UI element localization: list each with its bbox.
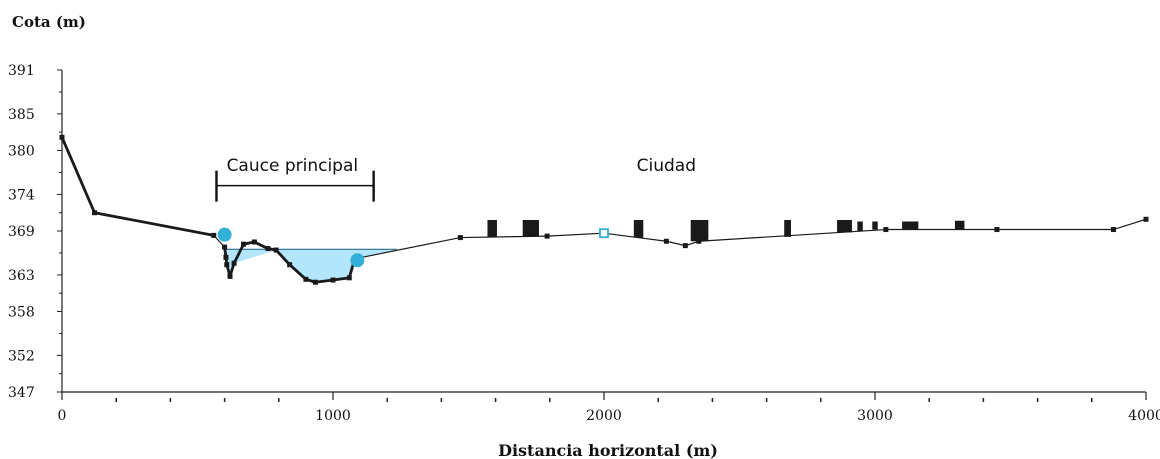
building (522, 220, 539, 237)
building (837, 220, 852, 233)
bank-marker (350, 253, 365, 268)
building (487, 220, 497, 237)
profile-segment (1112, 218, 1147, 231)
building (954, 220, 965, 230)
x-tick-label: 4000 (1128, 408, 1160, 424)
profile-point (330, 277, 336, 283)
y-tick-label: 363 (8, 268, 35, 284)
profile-point (544, 233, 550, 239)
profile-point (92, 210, 98, 216)
profile-point (211, 232, 217, 238)
profile-point (1110, 227, 1116, 233)
y-tick-label: 374 (8, 187, 35, 203)
profile-segment (698, 228, 887, 242)
station-marker (599, 228, 609, 239)
building (633, 220, 644, 238)
profile-point (223, 254, 229, 260)
x-tick-label: 1000 (315, 408, 351, 424)
building (857, 221, 863, 231)
profile-point (457, 235, 463, 241)
profile-point (251, 239, 257, 245)
y-tick-label: 380 (8, 144, 35, 160)
profile-segment (331, 276, 351, 282)
markers-layer (217, 227, 609, 268)
profile-segment (313, 278, 335, 284)
profile-point (222, 244, 228, 250)
x-tick-label: 2000 (586, 408, 622, 424)
y-tick-label: 352 (8, 348, 35, 364)
water-layer (224, 248, 397, 283)
profile-point (287, 262, 293, 268)
y-axis-title: Cota (m) (12, 13, 86, 31)
profile-point (303, 276, 309, 282)
x-axis-title: Distancia horizontal (m) (498, 441, 718, 459)
annotation-cauce-principal: Cauce principal (227, 156, 359, 176)
profile-segment (354, 236, 461, 260)
y-tick-label: 358 (8, 305, 35, 321)
bank-marker (217, 227, 232, 242)
profile-point (224, 262, 230, 268)
profile-point (883, 227, 889, 233)
profile-point (59, 134, 65, 140)
profile-point (663, 238, 669, 244)
profile-point (265, 246, 271, 252)
profile-point (1143, 216, 1149, 222)
building (872, 221, 878, 230)
x-tick-label: 3000 (857, 408, 893, 424)
profile-segment (665, 240, 686, 247)
y-tick-label: 391 (8, 63, 35, 79)
y-tick-label: 369 (8, 224, 35, 240)
annotation-ciudad: Ciudad (637, 156, 696, 176)
profile-segment (603, 232, 667, 242)
profile-point (241, 241, 247, 247)
profile-segment (546, 232, 605, 237)
profile-layer (59, 134, 1149, 285)
profile-segment (93, 211, 216, 237)
x-tick-label: 0 (58, 408, 67, 424)
y-tick-label: 347 (8, 385, 35, 401)
profile-point (696, 238, 702, 244)
buildings-layer (487, 220, 965, 242)
profile-point (273, 247, 279, 253)
building (902, 221, 919, 230)
profile-segment (288, 263, 308, 281)
profile-segment (232, 242, 245, 265)
y-tick-label: 385 (8, 107, 35, 123)
profile-point (312, 279, 318, 285)
profile-point (346, 275, 352, 281)
building (784, 220, 791, 237)
profile-point (227, 273, 233, 279)
profile-segment (60, 135, 96, 215)
profile-point (682, 243, 688, 249)
water-area (224, 249, 397, 283)
building (690, 220, 709, 242)
axes: 391 385 380 374 369 363 358 352 347 0 1000 2000 3000… (8, 63, 1160, 424)
annotations-layer: Cauce principal Ciudad (215, 156, 696, 202)
profile-point (994, 227, 1000, 233)
profile-point (231, 260, 237, 266)
profile-segment (459, 235, 548, 239)
